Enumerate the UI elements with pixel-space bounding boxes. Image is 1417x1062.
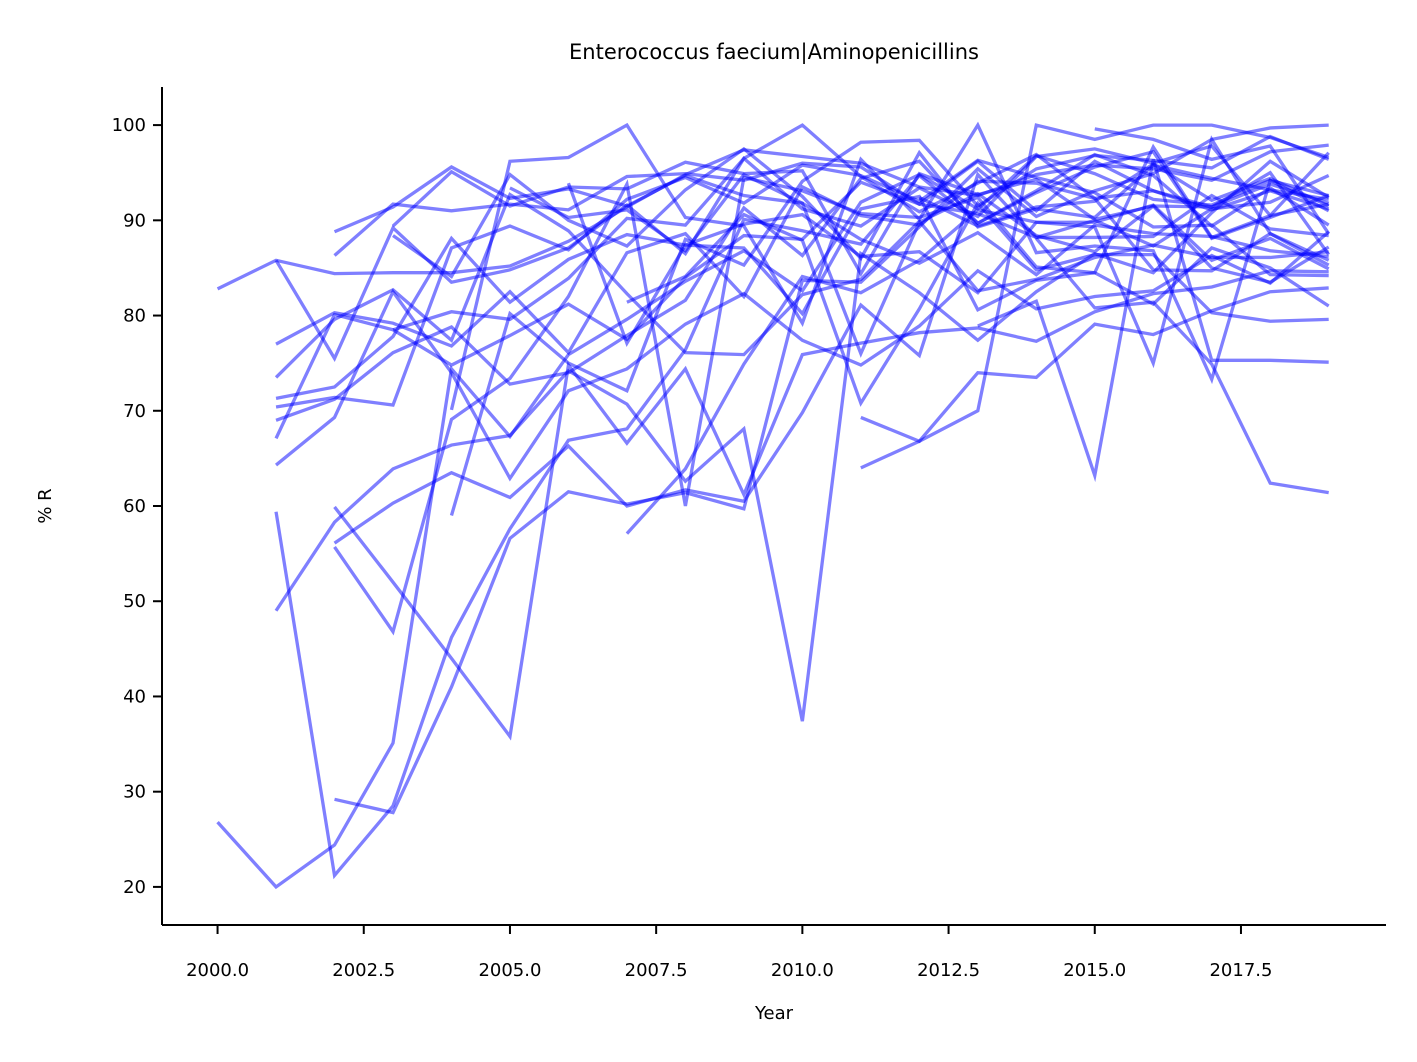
y-tick-label: 50 [123,591,146,612]
x-tick-label: 2007.5 [625,960,688,981]
y-tick-label: 90 [123,210,146,231]
series-line-7 [275,158,1329,409]
x-tick-label: 2005.0 [478,960,541,981]
series-line-24 [509,172,1330,358]
series-line-10 [274,230,1330,482]
series-line-17 [333,175,1330,636]
y-tick-label: 80 [123,306,146,327]
x-tick-label: 2017.5 [1209,960,1272,981]
series-layer [216,121,1331,890]
series-line-15 [333,269,1329,741]
series-line-8 [275,152,1330,422]
x-tick-label: 2002.5 [332,960,395,981]
y-tick-label: 60 [123,496,146,517]
series-line-2 [216,153,1330,890]
y-tick-label: 40 [123,686,146,707]
y-tick-label: 30 [123,782,146,803]
y-ticks: 20 30 40 50 60 70 80 90 100 [112,115,162,898]
series-line-19 [392,146,1329,279]
series-line-33 [1094,127,1331,235]
series-line-28 [860,123,1330,470]
series-line-12 [274,159,1330,722]
series-line-32 [1035,237,1329,495]
x-tick-label: 2012.5 [917,960,980,981]
y-tick-label: 70 [123,401,146,422]
series-line-22 [449,134,1330,516]
series-line-29 [860,286,1329,444]
x-tick-label: 2000.0 [186,960,249,981]
series-line-11 [274,149,1330,880]
series-line-31 [977,158,1329,483]
series-line-26 [625,135,1330,535]
chart-title: Enterococcus faecium|Aminopenicillins [569,40,979,65]
x-ticks: 2000.0 2002.5 2005.0 2007.5 2010.0 2012.5 2015… [186,925,1272,981]
series-line-23 [449,121,1330,411]
x-tick-label: 2010.0 [771,960,834,981]
x-tick-label: 2015.0 [1063,960,1126,981]
series-line-20 [391,160,1331,277]
y-tick-label: 100 [112,115,146,136]
y-axis-title: % R [35,488,56,523]
x-axis-title: Year [754,1003,794,1024]
y-tick-label: 20 [123,877,146,898]
series-line-21 [392,123,1330,332]
series-line-16 [333,171,1330,545]
series-line-27 [626,200,1329,407]
series-line-30 [918,162,1330,228]
